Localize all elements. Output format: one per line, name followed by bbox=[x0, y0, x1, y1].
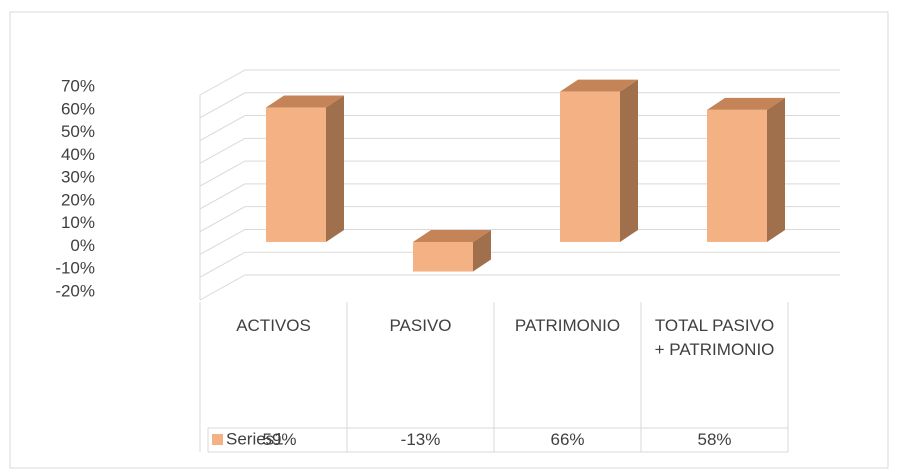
y-tick-label: -10% bbox=[55, 259, 95, 278]
bar-top bbox=[560, 79, 638, 92]
grid-line bbox=[199, 92, 840, 119]
y-tick-label: 20% bbox=[61, 190, 95, 209]
bar-top bbox=[266, 95, 344, 108]
y-tick-label: 30% bbox=[61, 168, 95, 187]
bar bbox=[707, 109, 767, 242]
grid-line bbox=[199, 206, 840, 233]
x-tick-label: ACTIVOS bbox=[236, 316, 311, 335]
grid-line bbox=[199, 183, 840, 210]
data-label: 58% bbox=[697, 430, 732, 449]
y-tick-label: 0% bbox=[70, 236, 95, 255]
data-label: 59% bbox=[262, 430, 297, 449]
x-tick-label: PATRIMONIO bbox=[514, 316, 621, 335]
grid-line bbox=[199, 115, 840, 141]
y-tick-label: 40% bbox=[61, 145, 95, 164]
bar bbox=[560, 91, 620, 242]
grid-line bbox=[199, 274, 840, 301]
bar-top bbox=[707, 97, 785, 110]
y-tick-label: 60% bbox=[61, 99, 95, 118]
data-label: 66% bbox=[550, 430, 585, 449]
grid-line bbox=[199, 137, 840, 164]
bar bbox=[266, 107, 326, 242]
grid-line bbox=[199, 228, 840, 255]
grid-line bbox=[199, 251, 840, 278]
bar-side bbox=[620, 79, 638, 242]
data-label: -13% bbox=[400, 430, 441, 449]
bar-side bbox=[767, 97, 785, 242]
y-tick-label: -20% bbox=[55, 281, 95, 300]
bar bbox=[413, 241, 473, 272]
x-tick-label: PASIVO bbox=[389, 316, 452, 335]
grid-line bbox=[199, 160, 840, 187]
y-tick-label: 70% bbox=[61, 76, 95, 95]
x-tick-label: TOTAL PASIVO + PATRIMONIO bbox=[654, 316, 775, 359]
legend-label: Series1 bbox=[226, 429, 284, 448]
y-tick-label: 50% bbox=[61, 122, 95, 141]
y-tick-label: 10% bbox=[61, 213, 95, 232]
bar-side bbox=[473, 229, 491, 272]
legend-swatch bbox=[212, 434, 223, 445]
bar-side bbox=[326, 95, 344, 242]
bar-top bbox=[413, 229, 491, 242]
grid-line bbox=[199, 69, 840, 96]
